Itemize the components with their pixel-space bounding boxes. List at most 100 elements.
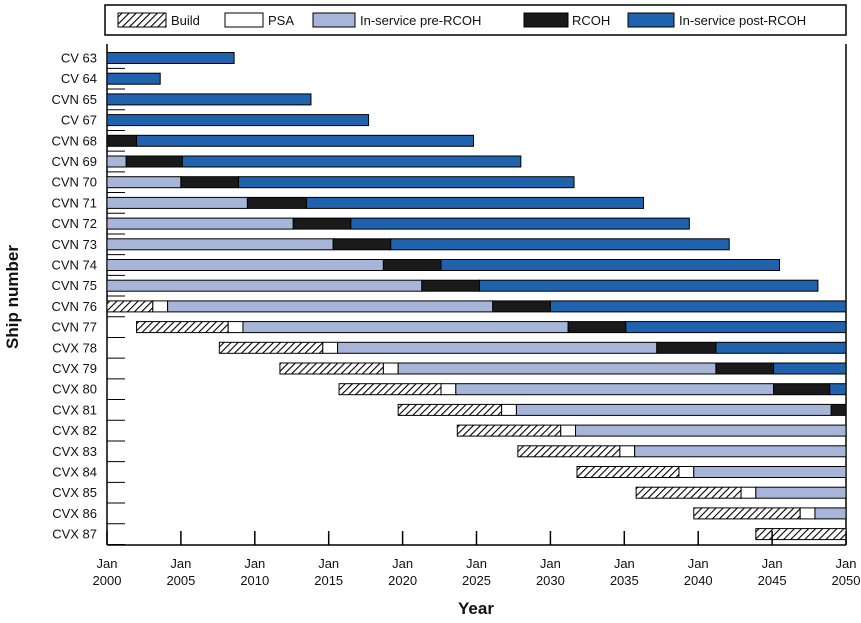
x-tick-year-2000: 2000 xyxy=(93,573,122,588)
bar-cvx-87-build xyxy=(755,528,847,541)
legend-label-build: Build xyxy=(171,13,200,28)
bar-cvn-69-pre xyxy=(106,155,127,168)
bar-cvn-76-post xyxy=(549,300,847,313)
bar-cvx-84-build xyxy=(576,466,680,478)
x-axis-title: Year xyxy=(458,599,494,618)
bar-cvx-79-psa xyxy=(382,362,399,375)
x-tick-month-2050: Jan xyxy=(836,556,857,571)
bar-cvx-80-pre xyxy=(455,383,775,396)
x-tick-year-2015: 2015 xyxy=(314,573,343,588)
x-tick-year-2025: 2025 xyxy=(462,573,491,588)
x-tick-year-2010: 2010 xyxy=(240,573,269,588)
bar-cvx-79-post xyxy=(773,362,847,375)
ship-label-cvn-69: CVN 69 xyxy=(51,154,97,169)
x-tick-month-2005: Jan xyxy=(170,556,191,571)
bar-cvn-76-pre xyxy=(167,300,494,313)
bar-cv-67-post xyxy=(106,114,370,127)
bar-cvx-85-pre xyxy=(755,486,847,499)
bar-cvx-84-pre xyxy=(693,466,847,478)
bar-cvn-76-psa xyxy=(152,300,169,313)
bar-cvn-76-rcoh xyxy=(492,300,551,313)
bar-cvx-83-pre xyxy=(634,445,847,458)
legend-swatch-post xyxy=(627,12,675,28)
bar-cvn-72-pre xyxy=(106,217,294,230)
bar-cvx-86-psa xyxy=(799,507,816,520)
x-tick-year-2020: 2020 xyxy=(388,573,417,588)
bar-cvn-77-rcoh xyxy=(567,321,627,334)
bar-cvn-73-post xyxy=(390,238,730,251)
bar-cvx-79-build xyxy=(279,362,384,375)
bar-cvn-75-rcoh xyxy=(421,279,480,292)
bar-cvx-80-build xyxy=(338,383,442,396)
ship-label-cvn-72: CVN 72 xyxy=(51,216,97,231)
x-tick-year-2005: 2005 xyxy=(166,573,195,588)
bar-cvx-86-build xyxy=(693,507,801,520)
x-tick-month-2020: Jan xyxy=(392,556,413,571)
legend-swatch-psa xyxy=(224,12,264,28)
x-tick-month-2015: Jan xyxy=(318,556,339,571)
ship-label-cvn-74: CVN 74 xyxy=(51,258,97,273)
bar-cvn-75-post xyxy=(478,279,819,292)
ship-label-cv-64: CV 64 xyxy=(61,71,97,86)
legend-label-pre: In-service pre-RCOH xyxy=(360,13,481,28)
legend-label-psa: PSA xyxy=(268,13,294,28)
x-ticks-layer: Jan 2000 Jan 2005 Jan 2010 Jan 2015 Jan 2020 Jan 20… xyxy=(93,531,860,588)
x-tick-month-2025: Jan xyxy=(466,556,487,571)
bar-cvx-80-psa xyxy=(440,383,457,396)
bar-cvx-81-pre xyxy=(515,403,832,416)
ship-label-cv-63: CV 63 xyxy=(61,51,97,66)
ship-label-cvx-78: CVX 78 xyxy=(52,340,97,355)
ship-label-cv-67: CV 67 xyxy=(61,113,97,128)
legend: Build PSA In-service pre-RCOH RCOH In-se… xyxy=(104,4,847,36)
bar-cvn-75-pre xyxy=(106,279,423,292)
ship-label-cvx-82: CVX 82 xyxy=(52,423,97,438)
legend-label-post: In-service post-RCOH xyxy=(679,13,806,28)
bar-cvx-86-pre xyxy=(814,507,847,520)
ship-label-cvx-80: CVX 80 xyxy=(52,382,97,397)
ship-label-cvn-73: CVN 73 xyxy=(51,237,97,252)
y-axis-title: Ship number xyxy=(3,245,22,349)
ship-label-cvx-87: CVX 87 xyxy=(52,527,97,542)
ship-label-cvn-76: CVN 76 xyxy=(51,299,97,314)
bar-cvn-77-post xyxy=(625,321,847,334)
bar-cvn-69-post xyxy=(181,155,522,168)
bars-layer xyxy=(106,52,847,541)
bar-cvn-70-post xyxy=(238,176,575,189)
ship-label-cvn-77: CVN 77 xyxy=(51,320,97,335)
ship-labels-layer: CV 63 CV 64 CVN 65 CV 67 CVN 68 CVN 69 CVN 70 C… xyxy=(51,51,125,545)
bar-cvn-72-post xyxy=(350,217,690,230)
bar-cvn-76-build xyxy=(106,300,154,313)
bar-cvx-78-build xyxy=(218,341,324,354)
bar-cvn-73-pre xyxy=(106,238,334,251)
bar-cvn-71-rcoh xyxy=(246,196,308,209)
bar-cvn-77-pre xyxy=(242,321,569,334)
bar-cvx-80-post xyxy=(829,383,847,396)
bar-cvn-74-pre xyxy=(106,259,384,271)
x-tick-year-2045: 2045 xyxy=(758,573,787,588)
x-tick-year-2030: 2030 xyxy=(536,573,565,588)
bar-cvn-77-psa xyxy=(227,321,244,334)
bar-cvx-78-post xyxy=(715,341,847,354)
ship-label-cvx-84: CVX 84 xyxy=(52,465,97,480)
legend-swatch-pre xyxy=(312,12,356,28)
bar-cvn-73-rcoh xyxy=(332,238,392,251)
bar-cvx-81-build xyxy=(397,403,503,416)
bar-cvn-68-post xyxy=(136,134,475,147)
bar-cvx-81-rcoh xyxy=(830,403,847,416)
bar-cvx-78-rcoh xyxy=(656,341,717,354)
bar-cvn-68-rcoh xyxy=(106,134,138,147)
bar-cvx-79-rcoh xyxy=(715,362,775,375)
legend-swatch-build xyxy=(117,12,167,28)
x-tick-year-2040: 2040 xyxy=(684,573,713,588)
bar-cvx-80-rcoh xyxy=(773,383,831,396)
ship-label-cvn-70: CVN 70 xyxy=(51,175,97,190)
ship-label-cvn-65: CVN 65 xyxy=(51,92,97,107)
x-tick-month-2000: Jan xyxy=(97,556,118,571)
bar-cvx-79-pre xyxy=(397,362,717,375)
ship-label-cvx-86: CVX 86 xyxy=(52,506,97,521)
ship-label-cvx-79: CVX 79 xyxy=(52,361,97,376)
ship-label-cvx-83: CVX 83 xyxy=(52,444,97,459)
bar-cvn-70-pre xyxy=(106,176,182,189)
ship-label-cvn-75: CVN 75 xyxy=(51,278,97,293)
